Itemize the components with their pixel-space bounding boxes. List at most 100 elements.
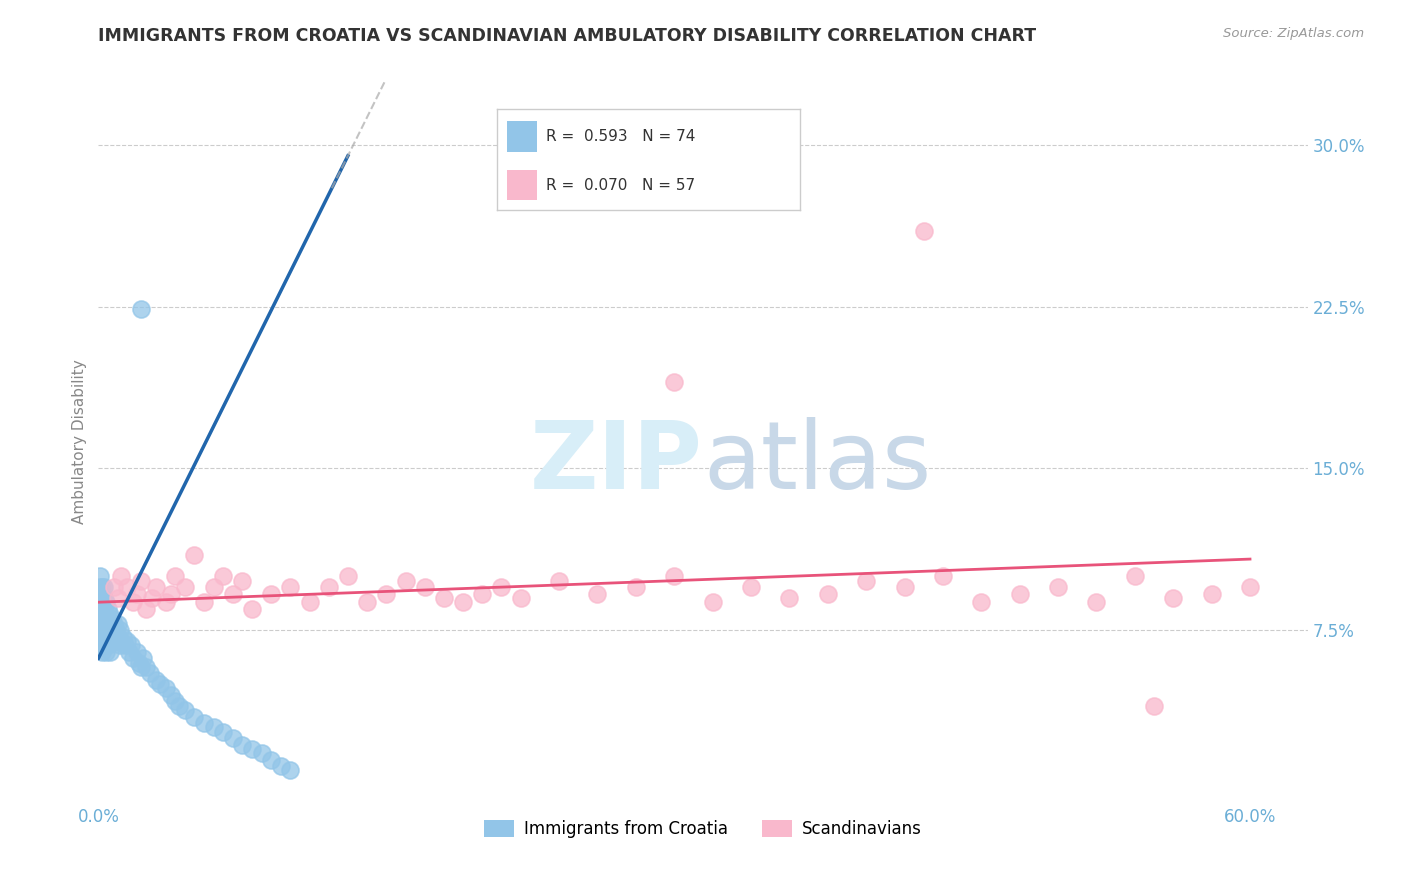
Point xyxy=(155,681,177,696)
Point xyxy=(586,586,609,600)
Point xyxy=(91,580,114,594)
Point xyxy=(394,574,416,588)
Point xyxy=(1085,595,1108,609)
Text: IMMIGRANTS FROM CROATIA VS SCANDINAVIAN AMBULATORY DISABILITY CORRELATION CHART: IMMIGRANTS FROM CROATIA VS SCANDINAVIAN … xyxy=(98,27,1036,45)
Point xyxy=(167,698,190,713)
Point xyxy=(193,716,215,731)
Point xyxy=(112,630,135,644)
Point xyxy=(212,569,235,583)
Point xyxy=(103,630,125,644)
Point xyxy=(336,569,359,583)
Point xyxy=(107,616,129,631)
Point xyxy=(624,580,647,594)
Point xyxy=(375,586,398,600)
Point xyxy=(91,616,114,631)
Point xyxy=(120,638,142,652)
Point xyxy=(135,601,157,615)
Point xyxy=(183,709,205,723)
Point xyxy=(91,586,114,600)
Point xyxy=(91,595,114,609)
Point xyxy=(778,591,800,605)
Point xyxy=(91,634,114,648)
Point xyxy=(491,580,513,594)
Point xyxy=(509,591,531,605)
Point xyxy=(122,651,145,665)
Point xyxy=(740,580,762,594)
Point xyxy=(115,634,138,648)
Point xyxy=(135,660,157,674)
Point xyxy=(173,580,195,594)
Point xyxy=(1239,580,1261,594)
Point xyxy=(98,608,121,623)
Point xyxy=(114,638,136,652)
Point xyxy=(107,591,129,605)
Point xyxy=(93,638,115,652)
Point xyxy=(250,746,273,760)
Point xyxy=(93,591,115,605)
Point xyxy=(145,673,167,687)
Point xyxy=(97,638,120,652)
Point xyxy=(128,656,150,670)
Point xyxy=(110,569,132,583)
Point xyxy=(1143,698,1166,713)
Point xyxy=(131,651,153,665)
Point xyxy=(173,703,195,717)
Point xyxy=(413,580,436,594)
Point xyxy=(160,688,183,702)
Y-axis label: Ambulatory Disability: Ambulatory Disability xyxy=(72,359,87,524)
Point xyxy=(160,586,183,600)
Point xyxy=(129,301,152,316)
Point xyxy=(149,677,172,691)
Point xyxy=(125,645,148,659)
Point xyxy=(89,591,111,605)
Point xyxy=(93,601,115,615)
Point xyxy=(94,624,117,638)
Point xyxy=(702,595,724,609)
Point xyxy=(231,738,253,752)
Point xyxy=(94,634,117,648)
Point xyxy=(103,616,125,631)
Point xyxy=(1047,580,1070,594)
Point xyxy=(93,616,115,631)
Point xyxy=(280,764,302,778)
Point xyxy=(94,595,117,609)
Text: atlas: atlas xyxy=(703,417,931,509)
Point xyxy=(433,591,456,605)
Text: ZIP: ZIP xyxy=(530,417,703,509)
Point xyxy=(108,638,131,652)
Point xyxy=(202,720,225,734)
Point xyxy=(318,580,340,594)
Point xyxy=(222,586,245,600)
Point xyxy=(129,660,152,674)
Point xyxy=(260,586,283,600)
Point xyxy=(122,595,145,609)
Point xyxy=(1161,591,1184,605)
Point xyxy=(260,753,283,767)
Point xyxy=(817,586,839,600)
Point xyxy=(932,569,955,583)
Point xyxy=(240,601,263,615)
Point xyxy=(104,634,127,648)
Point xyxy=(118,645,141,659)
Point xyxy=(145,580,167,594)
Point xyxy=(1123,569,1146,583)
Point xyxy=(280,580,302,594)
Point xyxy=(101,624,124,638)
Point xyxy=(98,645,121,659)
Point xyxy=(451,595,474,609)
Point xyxy=(231,574,253,588)
Point xyxy=(165,694,187,708)
Point xyxy=(107,630,129,644)
Point xyxy=(93,630,115,644)
Point xyxy=(108,624,131,638)
Point xyxy=(1201,586,1223,600)
Point xyxy=(104,624,127,638)
Point xyxy=(222,731,245,745)
Point xyxy=(183,548,205,562)
Point xyxy=(193,595,215,609)
Point xyxy=(129,574,152,588)
Point xyxy=(270,759,292,773)
Point xyxy=(103,580,125,594)
Point xyxy=(202,580,225,594)
Point xyxy=(91,608,114,623)
